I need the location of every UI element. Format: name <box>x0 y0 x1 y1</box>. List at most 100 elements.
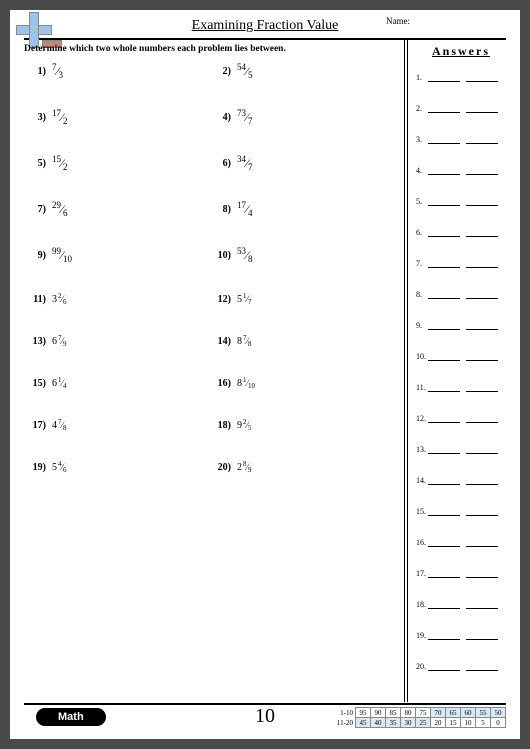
problem-number: 19) <box>28 462 46 473</box>
instruction-text: Determine which two whole numbers each p… <box>24 44 398 54</box>
answer-row: 15. <box>416 507 506 516</box>
answer-row: 16. <box>416 538 506 547</box>
answer-row: 6. <box>416 228 506 237</box>
problem-number: 1) <box>28 66 46 77</box>
problem-number: 16) <box>213 378 231 389</box>
answer-blank[interactable] <box>466 290 498 299</box>
answer-blank[interactable] <box>466 631 498 640</box>
answer-blank[interactable] <box>428 197 460 206</box>
problem: 20)28⁄9 <box>213 460 398 474</box>
answer-blank[interactable] <box>428 600 460 609</box>
problem: 12)51⁄7 <box>213 292 398 306</box>
problem: 8)17⁄4 <box>213 200 398 218</box>
problem: 1)7⁄3 <box>28 62 213 80</box>
footer: Math 10 1-1095908580757065605550 11-2045… <box>24 703 506 731</box>
problem: 10)53⁄8 <box>213 246 398 264</box>
answer-blank[interactable] <box>428 569 460 578</box>
answer-blank[interactable] <box>428 507 460 516</box>
answer-blank[interactable] <box>466 104 498 113</box>
answer-blank[interactable] <box>466 228 498 237</box>
answer-row: 18. <box>416 600 506 609</box>
answer-blank[interactable] <box>428 476 460 485</box>
answer-row: 12. <box>416 414 506 423</box>
answer-blank[interactable] <box>428 538 460 547</box>
problem: 16)81⁄10 <box>213 376 398 390</box>
problem: 6)34⁄7 <box>213 154 398 172</box>
problem: 15)61⁄4 <box>28 376 213 390</box>
answer-blank[interactable] <box>428 166 460 175</box>
problem-number: 6) <box>213 158 231 169</box>
problem-number: 14) <box>213 336 231 347</box>
answer-row: 13. <box>416 445 506 454</box>
answer-blank[interactable] <box>428 383 460 392</box>
answer-blank[interactable] <box>428 104 460 113</box>
problem-number: 7) <box>28 204 46 215</box>
math-badge: Math <box>36 708 106 726</box>
answer-blank[interactable] <box>466 476 498 485</box>
problems-panel: Determine which two whole numbers each p… <box>24 40 408 702</box>
answer-blank[interactable] <box>466 135 498 144</box>
problem-number: 15) <box>28 378 46 389</box>
answer-blank[interactable] <box>428 135 460 144</box>
answers-list: 1.2.3.4.5.6.7.8.9.10.11.12.13.14.15.16.1… <box>416 73 506 671</box>
answer-blank[interactable] <box>466 166 498 175</box>
problem-number: 11) <box>28 294 46 305</box>
answer-blank[interactable] <box>428 414 460 423</box>
problem-grid: 1)7⁄32)54⁄53)17⁄24)73⁄75)15⁄26)34⁄77)29⁄… <box>24 60 398 474</box>
answers-heading: Answers <box>416 44 506 59</box>
answer-blank[interactable] <box>428 73 460 82</box>
answer-row: 9. <box>416 321 506 330</box>
answer-blank[interactable] <box>428 662 460 671</box>
answer-row: 7. <box>416 259 506 268</box>
answer-row: 19. <box>416 631 506 640</box>
problem-number: 17) <box>28 420 46 431</box>
answer-row: 10. <box>416 352 506 361</box>
answer-row: 14. <box>416 476 506 485</box>
answer-blank[interactable] <box>428 290 460 299</box>
worksheet-page: Examining Fraction Value Name: Determine… <box>10 10 520 739</box>
answer-row: 1. <box>416 73 506 82</box>
problem-number: 9) <box>28 250 46 261</box>
problem: 17)47⁄8 <box>28 418 213 432</box>
page-number: 10 <box>255 705 275 728</box>
problem: 13)67⁄9 <box>28 334 213 348</box>
answer-blank[interactable] <box>428 352 460 361</box>
page-title: Examining Fraction Value <box>24 18 506 34</box>
answer-blank[interactable] <box>428 631 460 640</box>
answer-row: 17. <box>416 569 506 578</box>
answer-blank[interactable] <box>466 383 498 392</box>
problem-number: 5) <box>28 158 46 169</box>
answer-blank[interactable] <box>428 259 460 268</box>
answers-panel: Answers 1.2.3.4.5.6.7.8.9.10.11.12.13.14… <box>408 40 506 702</box>
answer-blank[interactable] <box>428 321 460 330</box>
answer-blank[interactable] <box>466 197 498 206</box>
problem-number: 2) <box>213 66 231 77</box>
answer-row: 2. <box>416 104 506 113</box>
answer-row: 20. <box>416 662 506 671</box>
answer-blank[interactable] <box>466 600 498 609</box>
problem-number: 18) <box>213 420 231 431</box>
answer-blank[interactable] <box>466 569 498 578</box>
answer-row: 5. <box>416 197 506 206</box>
answer-blank[interactable] <box>466 445 498 454</box>
answer-blank[interactable] <box>466 73 498 82</box>
answer-row: 4. <box>416 166 506 175</box>
answer-blank[interactable] <box>466 507 498 516</box>
answer-blank[interactable] <box>466 538 498 547</box>
problem: 3)17⁄2 <box>28 108 213 126</box>
problem-number: 13) <box>28 336 46 347</box>
problem-number: 12) <box>213 294 231 305</box>
answer-blank[interactable] <box>466 352 498 361</box>
problem-number: 20) <box>213 462 231 473</box>
name-label: Name: <box>386 16 410 26</box>
answer-blank[interactable] <box>428 445 460 454</box>
answer-blank[interactable] <box>466 259 498 268</box>
problem: 19)54⁄6 <box>28 460 213 474</box>
answer-blank[interactable] <box>466 662 498 671</box>
answer-blank[interactable] <box>428 228 460 237</box>
problem-number: 4) <box>213 112 231 123</box>
problem: 14)87⁄8 <box>213 334 398 348</box>
answer-blank[interactable] <box>466 414 498 423</box>
answer-blank[interactable] <box>466 321 498 330</box>
answer-row: 8. <box>416 290 506 299</box>
